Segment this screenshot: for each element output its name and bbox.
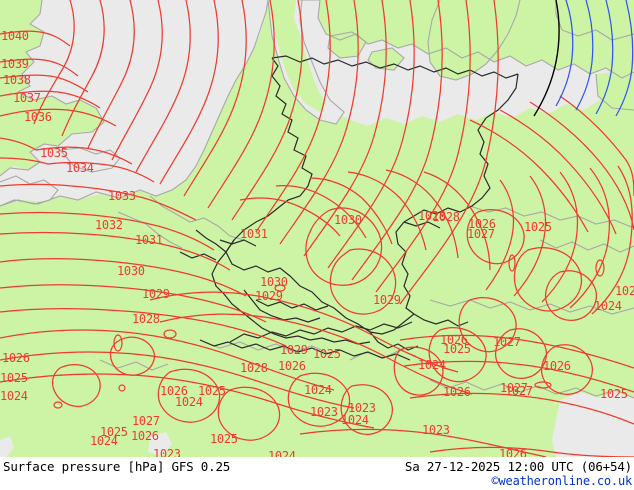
isobars-red bbox=[0, 0, 634, 457]
isobar-label: 1026 bbox=[131, 429, 159, 443]
isobar-label: 1026 bbox=[543, 359, 571, 373]
small-contour-blobs bbox=[53, 254, 605, 409]
isobars-blue bbox=[555, 0, 634, 117]
isobar-label: 1029 bbox=[255, 289, 283, 303]
map-footer: Surface pressure [hPa] GFS 0.25 Sa 27-12… bbox=[0, 457, 634, 490]
isobar-label: 1025 bbox=[198, 384, 226, 398]
national-borders bbox=[179, 55, 519, 361]
valid-time-label: Sa 27-12-2025 12:00 UTC (06+54) bbox=[404, 459, 632, 474]
isobar-label: 1038 bbox=[3, 73, 31, 87]
isobar-label: 1029 bbox=[373, 293, 401, 307]
isobars-black bbox=[533, 0, 560, 117]
isobar-label: 1025 bbox=[210, 432, 238, 446]
isobar-label: 1023 bbox=[348, 401, 376, 415]
isobar-label: 1027 bbox=[467, 227, 495, 241]
isobar-label: 1026 bbox=[468, 217, 496, 231]
isobar-label: 1032 bbox=[95, 218, 123, 232]
sea-blobs bbox=[0, 432, 172, 457]
isobar-label: 1028 bbox=[432, 210, 460, 224]
isobar-label: 1024 bbox=[0, 389, 28, 403]
isobar-label: 1025 bbox=[615, 284, 634, 298]
isobar-label: 1024 bbox=[418, 358, 446, 372]
pressure-contour-map: 1040 1039 1038 1037 1036 1035 1034 1033 1032 1031… bbox=[0, 0, 634, 457]
isobar-label: 1029 bbox=[280, 343, 308, 357]
isobar-label: 1033 bbox=[108, 189, 136, 203]
isobar-label: 1026 bbox=[160, 384, 188, 398]
sea-south bbox=[0, 392, 634, 457]
isobar-label: 1027 bbox=[505, 384, 533, 398]
copyright-credit: ©weatheronline.co.uk bbox=[491, 474, 633, 488]
isobar-label: 1025 bbox=[0, 371, 28, 385]
isobar-label: 1024 bbox=[268, 449, 296, 457]
map-graphics bbox=[0, 0, 634, 457]
isobar-label: 1040 bbox=[1, 29, 29, 43]
isobar-label: 1025 bbox=[100, 425, 128, 439]
isobar-label: 1026 bbox=[2, 351, 30, 365]
isobar-label: 1035 bbox=[40, 146, 68, 160]
chart-title: Surface pressure [hPa] GFS 0.25 bbox=[3, 459, 231, 474]
isobar-label: 1030 bbox=[117, 264, 145, 278]
isobar-label: 1026 bbox=[443, 385, 471, 399]
isobar-label: 1027 bbox=[132, 414, 160, 428]
isobar-label: 1027 bbox=[493, 335, 521, 349]
isobar-label: 1024 bbox=[175, 395, 203, 409]
isobar-label: 1031 bbox=[240, 227, 268, 241]
isobar-label: 1024 bbox=[594, 299, 622, 313]
isobar-label: 1024 bbox=[341, 413, 369, 427]
isobar-label: 1030 bbox=[260, 275, 288, 289]
isobar-label: 1024 bbox=[90, 434, 118, 448]
isobar-label: 1025 bbox=[443, 342, 471, 356]
isobar-label: 1026 bbox=[440, 333, 468, 347]
isobar-label: 1025 bbox=[313, 347, 341, 361]
isobar-label: 1036 bbox=[24, 110, 52, 124]
isobar-label: 1028 bbox=[240, 361, 268, 375]
isobar-label: 1023 bbox=[422, 423, 450, 437]
isobar-label: 1025 bbox=[600, 387, 628, 401]
coastlines bbox=[0, 0, 634, 399]
isobar-label: 1039 bbox=[1, 57, 29, 71]
isobar-label: 1024 bbox=[304, 383, 332, 397]
isobar-label: 1027 bbox=[500, 381, 528, 395]
isobar-label: 1023 bbox=[310, 405, 338, 419]
isobar-label: 1026 bbox=[278, 359, 306, 373]
isobar-label: 1030 bbox=[334, 213, 362, 227]
isobar-label: 1023 bbox=[153, 447, 181, 457]
isobar-label: 1034 bbox=[66, 161, 94, 175]
isobar-label: 1028 bbox=[418, 209, 446, 223]
isobar-label: 1029 bbox=[142, 287, 170, 301]
isobar-label: 1025 bbox=[524, 220, 552, 234]
isobar-label: 1028 bbox=[132, 312, 160, 326]
isobar-label: 1031 bbox=[135, 233, 163, 247]
isobar-label: 1037 bbox=[13, 91, 41, 105]
isobar-label: 1026 bbox=[499, 447, 527, 457]
